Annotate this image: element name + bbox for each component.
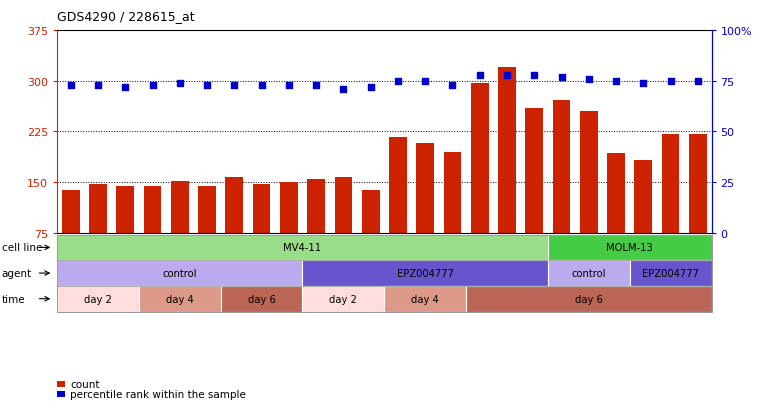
Text: percentile rank within the sample: percentile rank within the sample — [70, 389, 246, 399]
Bar — [307, 179, 325, 284]
Text: day 6: day 6 — [575, 294, 603, 304]
Bar — [253, 184, 270, 284]
Bar — [144, 186, 161, 284]
Bar — [580, 112, 597, 284]
Point — [392, 78, 404, 85]
Text: day 2: day 2 — [330, 294, 358, 304]
Bar — [662, 134, 680, 284]
Point — [447, 82, 459, 89]
Text: GDS4290 / 228615_at: GDS4290 / 228615_at — [57, 10, 195, 23]
Bar — [335, 177, 352, 284]
Bar — [280, 182, 298, 284]
Point — [664, 78, 677, 85]
Point — [365, 84, 377, 91]
Bar — [361, 190, 380, 284]
Bar — [62, 191, 80, 284]
Bar — [225, 178, 244, 284]
Bar — [471, 83, 489, 284]
Point — [501, 72, 513, 79]
Text: time: time — [2, 294, 25, 304]
Bar — [89, 184, 107, 284]
Point — [256, 82, 268, 89]
Point — [419, 78, 431, 85]
Point — [528, 72, 540, 79]
Bar — [116, 186, 134, 284]
Point — [201, 82, 213, 89]
Bar — [607, 154, 625, 284]
Bar — [171, 181, 189, 284]
Point — [65, 82, 77, 89]
Point — [310, 82, 322, 89]
Text: agent: agent — [2, 268, 32, 278]
Text: day 4: day 4 — [166, 294, 193, 304]
Text: EPZ004777: EPZ004777 — [396, 268, 454, 278]
Point — [92, 82, 104, 89]
Point — [146, 82, 158, 89]
Text: day 6: day 6 — [247, 294, 275, 304]
Text: MOLM-13: MOLM-13 — [607, 243, 653, 253]
Bar — [635, 161, 652, 284]
Text: count: count — [70, 379, 100, 389]
Text: MV4-11: MV4-11 — [283, 243, 322, 253]
Point — [119, 84, 132, 91]
Point — [556, 74, 568, 81]
Point — [283, 82, 295, 89]
Bar — [525, 109, 543, 284]
Point — [228, 82, 240, 89]
Point — [692, 78, 704, 85]
Point — [473, 72, 486, 79]
Bar — [498, 68, 516, 284]
Point — [174, 80, 186, 87]
Bar — [552, 100, 571, 284]
Point — [583, 76, 595, 83]
Text: day 2: day 2 — [84, 294, 112, 304]
Point — [610, 78, 622, 85]
Point — [637, 80, 649, 87]
Point — [337, 86, 349, 93]
Text: day 4: day 4 — [412, 294, 439, 304]
Text: EPZ004777: EPZ004777 — [642, 268, 699, 278]
Bar — [444, 152, 461, 284]
Text: control: control — [572, 268, 606, 278]
Bar — [198, 186, 216, 284]
Bar — [689, 134, 707, 284]
Bar — [389, 138, 407, 284]
Text: cell line: cell line — [2, 243, 42, 253]
Bar — [416, 144, 434, 284]
Text: control: control — [163, 268, 197, 278]
